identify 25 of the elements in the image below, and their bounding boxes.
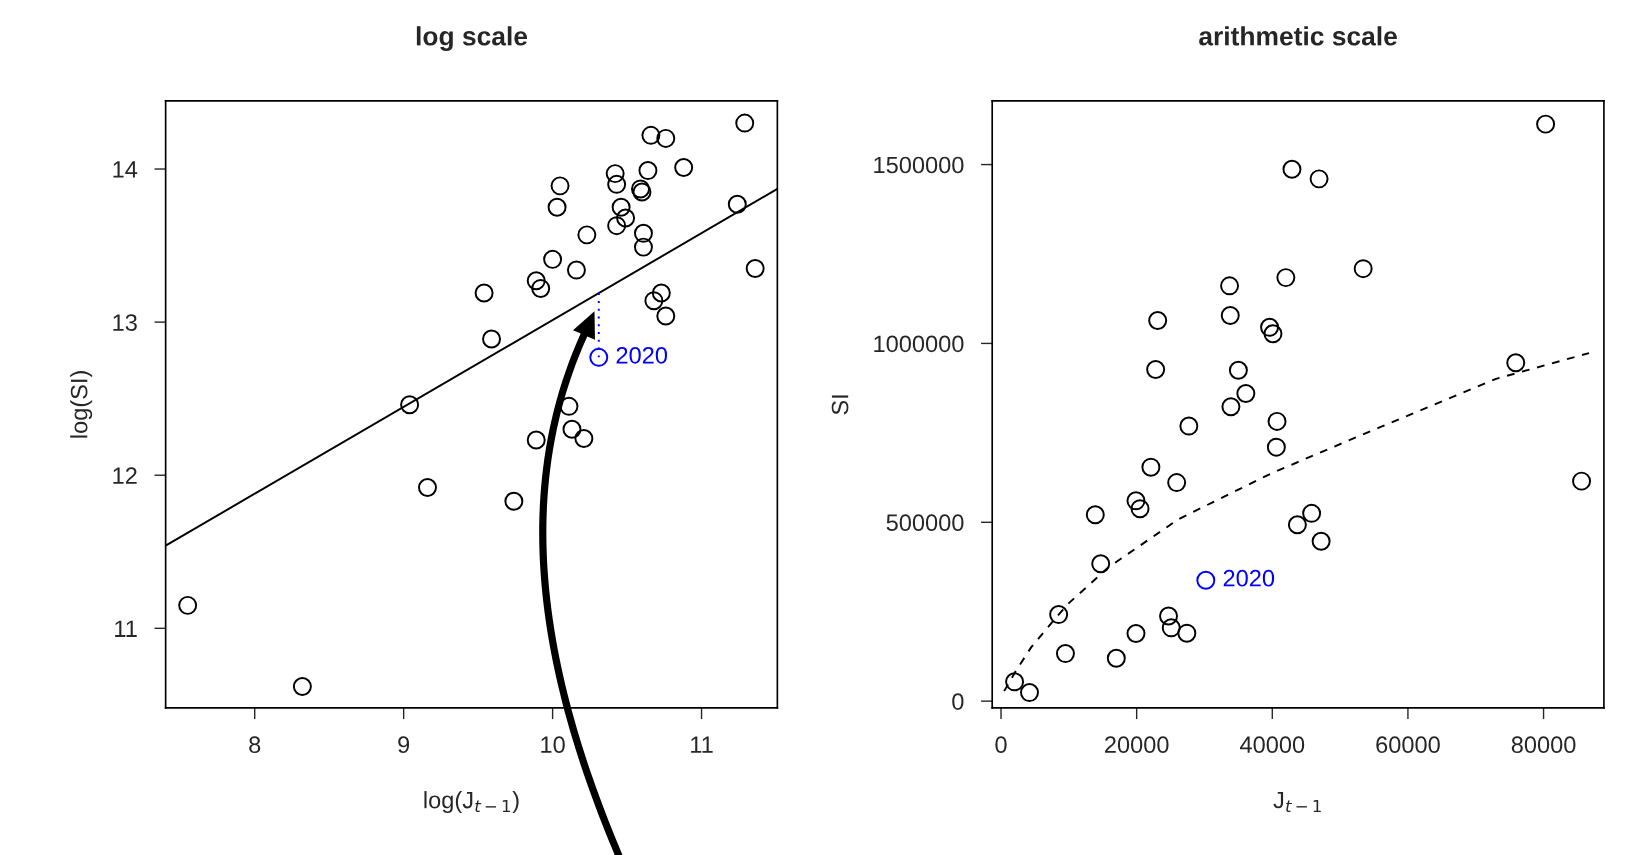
y-axis-title: SI: [831, 395, 849, 415]
x-tick-label: 10: [541, 736, 565, 754]
annotation: 2020: [1223, 569, 1275, 587]
y-tick-label: 500000: [886, 514, 964, 532]
x-tick-label: 8: [249, 736, 261, 754]
annotation: 2020: [616, 346, 668, 364]
y-tick-label: 13: [113, 314, 137, 331]
x-tick-label: 0: [995, 736, 1007, 754]
x-tick-label: 9: [398, 736, 410, 754]
y-axis-title: log(SI): [70, 371, 93, 438]
y-tick-label: 1500000: [874, 156, 964, 174]
x-tick-label: 11: [691, 736, 713, 753]
y-tick-label: 14: [113, 161, 138, 178]
y-tick-label: 11: [115, 620, 137, 637]
x-tick-label: 20000: [1105, 736, 1169, 754]
x-axis-title: log(J$_{t−1}$): [424, 791, 519, 814]
x-tick-label: 40000: [1240, 736, 1305, 754]
x-axis-title: J$_{t−1}$: [1273, 791, 1321, 812]
y-tick-label: 1000000: [874, 335, 964, 353]
y-tick-label: 0: [952, 693, 964, 710]
chart-title: arithmetic scale: [1199, 26, 1397, 46]
x-tick-label: 60000: [1376, 736, 1440, 754]
x-tick-label: 80000: [1511, 736, 1576, 754]
chart-title: log scale: [416, 26, 528, 51]
y-tick-label: 12: [113, 467, 137, 484]
